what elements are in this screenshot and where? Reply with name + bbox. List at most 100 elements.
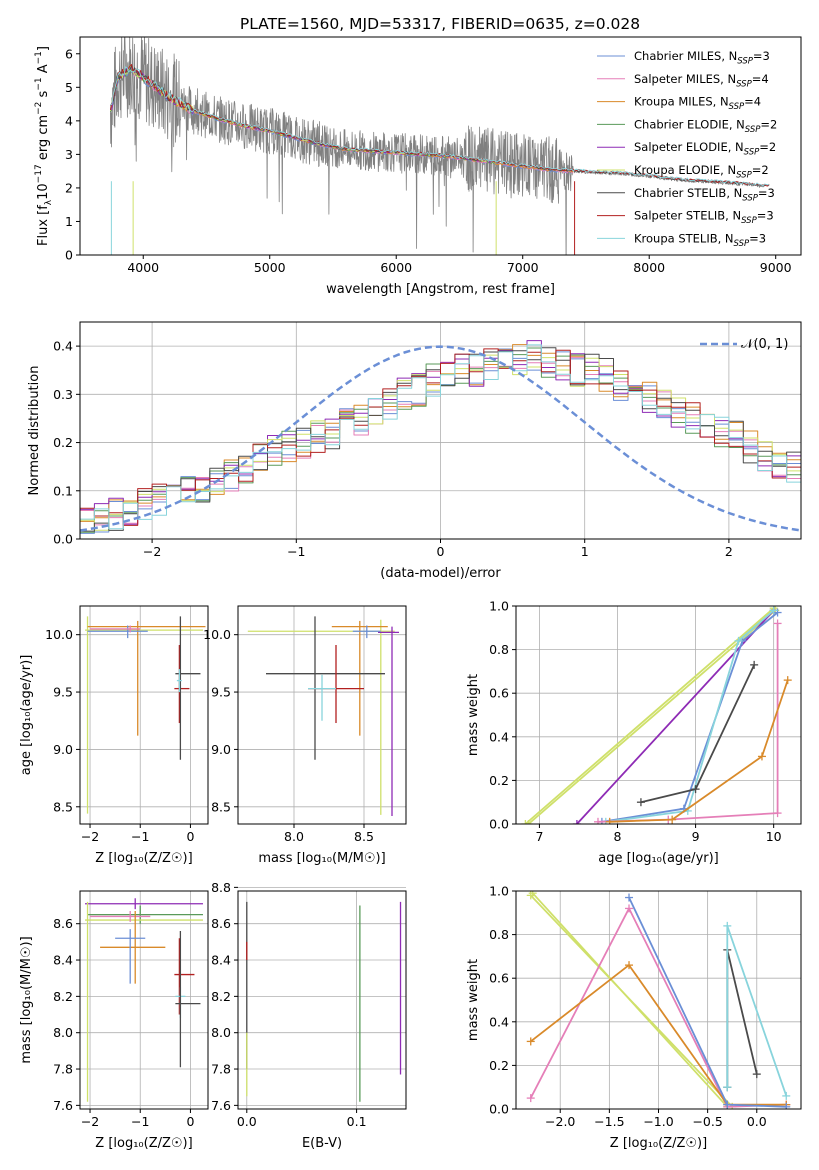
legend-subscript: SSP xyxy=(736,79,752,89)
y-tick-label: 8.2 xyxy=(53,989,73,1004)
plot-area xyxy=(247,616,399,816)
x-tick-label: 0.0 xyxy=(237,1114,257,1129)
legend-subscript: SSP xyxy=(745,125,761,135)
y-tick-label: 0.6 xyxy=(489,971,509,986)
x-tick-label: −2 xyxy=(143,544,161,559)
legend-subscript: SSP xyxy=(736,171,752,181)
y-axis-label: age [log₁₀(age/yr)] xyxy=(19,655,34,776)
x-tick-label: 6000 xyxy=(380,260,412,275)
plot-area xyxy=(85,616,206,814)
axes-frame xyxy=(237,605,407,825)
x-tick-label: −1 xyxy=(287,544,305,559)
x-axis-label: mass [log₁₀(M/M☉)] xyxy=(258,851,385,866)
y-tick-label: 8.2 xyxy=(211,989,231,1004)
legend-label-salpeter_miles: Salpeter MILES, NSSP=4 xyxy=(634,72,769,90)
x-tick-label: 1 xyxy=(581,544,589,559)
x-tick-label: −1 xyxy=(131,829,149,844)
y-axis-label-part: s xyxy=(36,90,51,101)
legend-label-kroupa_miles: Kroupa MILES, NSSP=4 xyxy=(634,95,761,113)
x-axis-label: Z [log₁₀(Z/Z☉)] xyxy=(610,1136,707,1151)
y-tick-label: 0.0 xyxy=(489,1102,509,1117)
weight-vs-metallicity-panel: −2.0 −1.5 −1.0 −0.5 0.0 0.0 0.2 0.4 0.6 0.8 1.0 Z [… xyxy=(466,884,802,1151)
y-tick-label: 0.2 xyxy=(489,773,509,788)
plot-area xyxy=(85,898,203,1102)
y-tick-label: 0.4 xyxy=(489,729,509,744)
residual-histogram-panel: −2 −1 0 1 2 0.0 0.1 0.2 0.3 0.4 (data-model)/error… xyxy=(27,321,802,581)
plot-area xyxy=(521,606,792,824)
axes-frame xyxy=(79,890,209,1110)
y-tick-label: 10.0 xyxy=(203,627,231,642)
legend-normal-label: 𝒩(0, 1) xyxy=(741,337,788,352)
legend-subscript: SSP xyxy=(737,57,753,67)
x-tick-label: 4000 xyxy=(127,260,159,275)
y-tick-label: 7.6 xyxy=(53,1098,73,1113)
x-tick-label: −1.5 xyxy=(594,1114,624,1129)
x-tick-label: 0 xyxy=(437,544,445,559)
legend-subscript: SSP xyxy=(729,102,745,112)
axes-frame xyxy=(79,605,209,825)
y-tick-label: 0.2 xyxy=(53,435,73,450)
normal-curve xyxy=(80,345,801,532)
y-tick-label: 2 xyxy=(65,180,73,195)
y-axis-label: Flux [fλ10−17 erg cm−2 s−1 A−1] xyxy=(34,46,54,246)
y-axis-label: mass weight xyxy=(466,959,481,1041)
legend-label-chabrier_miles: Chabrier MILES, NSSP=3 xyxy=(634,49,770,67)
y-tick-label: 7.6 xyxy=(211,1098,231,1113)
x-tick-label: 0.1 xyxy=(347,1114,367,1129)
y-tick-label: 1 xyxy=(65,214,73,229)
legend-value: =3 xyxy=(758,186,775,200)
y-tick-label: 9.5 xyxy=(211,685,231,700)
weight-line-kroupa_miles xyxy=(609,679,789,823)
legend-value: =3 xyxy=(753,49,770,63)
x-tick-label: 0.0 xyxy=(747,1114,767,1129)
age-vs-metallicity-panel: −2 −1 0 8.5 9.0 9.5 10.0 Z [log₁₀(Z/Z☉)] age [lo… xyxy=(19,605,209,866)
histogram-salpeter_stelib xyxy=(80,348,801,526)
y-tick-label: 0.0 xyxy=(489,817,509,832)
weight-vs-age-panel: 7 8 9 10 0.0 0.2 0.4 0.6 0.8 1.0 age [log₁₀(age/yr… xyxy=(466,599,802,866)
legend-text: Chabrier MILES, N xyxy=(634,49,737,63)
y-axis-label-part: ] xyxy=(36,46,51,51)
y-axis-label-part: −1 xyxy=(34,51,44,64)
legend-text: Chabrier ELODIE, N xyxy=(634,117,745,131)
legend-text: Salpeter STELIB, N xyxy=(634,209,741,223)
x-axis-label: E(B-V) xyxy=(302,1136,342,1151)
y-tick-label: 4 xyxy=(65,113,73,128)
y-tick-label: 3 xyxy=(65,147,73,162)
plot-area xyxy=(109,37,770,255)
y-tick-label: 0.8 xyxy=(489,927,509,942)
legend-text: Kroupa STELIB, N xyxy=(634,231,734,245)
y-axis-label-part: erg cm xyxy=(36,115,51,164)
x-tick-label: −1 xyxy=(131,1114,149,1129)
x-tick-label: 8 xyxy=(614,829,622,844)
x-tick-label: 8.5 xyxy=(354,829,374,844)
y-tick-label: 0 xyxy=(65,248,73,263)
legend-value: =4 xyxy=(752,72,769,86)
legend-text: Kroupa ELODIE, N xyxy=(634,163,736,177)
axes-frame xyxy=(237,890,407,1110)
legend-subscript: SSP xyxy=(734,239,750,249)
weight-line-kroupa_elodie xyxy=(524,607,775,824)
x-tick-label: 2 xyxy=(725,544,733,559)
legend-label-kroupa_elodie: Kroupa ELODIE, NSSP=2 xyxy=(634,163,769,181)
y-tick-label: 5 xyxy=(65,80,73,95)
weight-line-salpeter_miles xyxy=(597,623,779,823)
y-tick-label: 8.4 xyxy=(53,953,73,968)
mass-vs-metallicity-panel: −2 −1 0 7.6 7.8 8.0 8.2 8.4 8.6 Z [log₁₀(Z/Z☉)] ma… xyxy=(19,890,209,1151)
model-spectrum-kroupa_stelib xyxy=(110,66,770,187)
y-tick-label: 0.4 xyxy=(53,339,73,354)
y-tick-label: 8.8 xyxy=(211,880,231,895)
x-tick-label: 7 xyxy=(535,829,543,844)
plot-area xyxy=(80,340,801,534)
x-tick-label: 9 xyxy=(692,829,700,844)
y-axis-label-part: Flux [f xyxy=(36,205,51,246)
x-axis-label: wavelength [Angstrom, rest frame] xyxy=(326,282,555,297)
legend-text: Kroupa MILES, N xyxy=(634,95,729,109)
legend-text: Salpeter ELODIE, N xyxy=(634,140,744,154)
y-tick-label: 7.8 xyxy=(53,1062,73,1077)
x-tick-label: 0 xyxy=(186,1114,194,1129)
y-tick-label: 8.0 xyxy=(53,1025,73,1040)
legend-label-chabrier_elodie: Chabrier ELODIE, NSSP=2 xyxy=(634,117,777,135)
x-axis-label: age [log₁₀(age/yr)] xyxy=(598,851,719,866)
spectrum-panel: 4000 5000 6000 7000 8000 9000 0 1 2 3 4 5 6 wavelengt… xyxy=(34,36,802,297)
